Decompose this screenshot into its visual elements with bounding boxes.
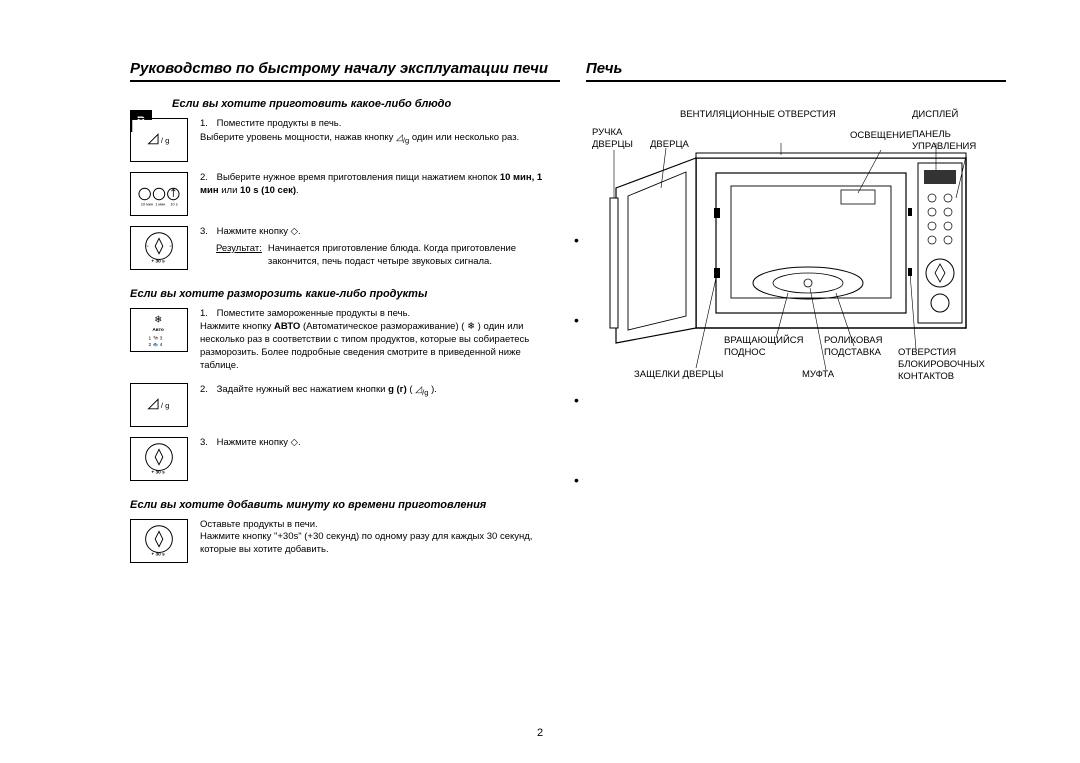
step-bold: АВТО <box>274 321 300 332</box>
power-icon: ◿/g <box>415 384 428 394</box>
step-number: 2. <box>200 172 214 185</box>
step-text: ( <box>407 384 415 395</box>
sec1-step3: + 30 s 3. Нажмите кнопку ◇. Результат: Н… <box>130 226 560 270</box>
label-latches: ЗАЩЕЛКИ ДВЕРЦЫ <box>634 370 723 381</box>
power-icon: ◿/g <box>396 132 409 142</box>
step-text: ). <box>428 384 436 395</box>
sec2-heading: Если вы хотите разморозить какие-либо пр… <box>130 288 560 300</box>
step-text: или <box>219 185 240 196</box>
step-text: один или несколько раз. <box>409 132 519 143</box>
page-number: 2 <box>0 727 1080 739</box>
sec1-heading: Если вы хотите приготовить какое-либо бл… <box>172 98 560 110</box>
sec3-step: + 30 s Оставьте продукты в печи. Нажмите… <box>130 519 560 563</box>
step-text: Нажмите кнопку "+30s" (+30 секунд) по од… <box>200 531 532 555</box>
defrost-icon: ❄ <box>467 321 475 332</box>
sec2-step3: + 30 s 3. Нажмите кнопку ◇. <box>130 437 560 481</box>
label-vent: ВЕНТИЛЯЦИОННЫЕ ОТВЕРСТИЯ <box>680 110 836 121</box>
start-icon: ◇ <box>291 437 298 448</box>
svg-text:+ 30 s: + 30 s <box>151 469 165 475</box>
svg-text:/ g: / g <box>161 400 169 409</box>
step-text: Поместите продукты в печь. <box>217 118 342 129</box>
result-text: Начинается приготовление блюда. Когда пр… <box>268 243 558 269</box>
label-roller2: ПОДСТАВКА <box>824 348 881 359</box>
step-number: 3. <box>200 437 214 450</box>
step-number: 1. <box>200 308 214 321</box>
label-door: ДВЕРЦА <box>650 140 689 151</box>
label-coupler: МУФТА <box>802 370 834 381</box>
sec1-step2: 10 мин 1 мин 10 s 2. Выберите нужное вре… <box>130 172 560 216</box>
left-title: Руководство по быстрому началу эксплуата… <box>130 60 560 82</box>
label-holes3: КОНТАКТОВ <box>898 372 954 383</box>
sec3-heading: Если вы хотите добавить минуту ко времен… <box>130 499 560 511</box>
step-text: . <box>298 226 301 237</box>
svg-text:10 s: 10 s <box>170 202 177 206</box>
right-column: Печь <box>586 60 1006 573</box>
step-number: 1. <box>200 118 214 131</box>
step-text: Задайте нужный вес нажатием кнопки <box>217 384 388 395</box>
svg-text:+ 30 s: + 30 s <box>151 258 165 264</box>
step-text: (Автоматическое размораживание) ( <box>300 321 467 332</box>
label-handle2: ДВЕРЦЫ <box>592 140 633 151</box>
step-bold: 10 s (10 сек) <box>240 185 296 196</box>
svg-text:10 мин: 10 мин <box>141 202 153 206</box>
label-turntable2: ПОДНОС <box>724 348 766 359</box>
label-handle1: РУЧКА <box>592 128 622 139</box>
step-text: Нажмите кнопку <box>217 226 291 237</box>
svg-text:Авто: Авто <box>152 327 164 333</box>
column-separator-dots: •••• <box>574 200 579 520</box>
thumb-start-icon: + 30 s <box>130 437 188 481</box>
sec1-step1: / g 1. Поместите продукты в печь. Выбери… <box>130 118 560 162</box>
label-panel1: ПАНЕЛЬ <box>912 130 951 141</box>
thumb-start-icon: + 30 s <box>130 226 188 270</box>
label-light: ОСВЕЩЕНИЕ <box>850 131 912 142</box>
step-text: . <box>298 437 301 448</box>
step-text: Поместите замороженные продукты в печь. <box>217 308 411 319</box>
label-panel2: УПРАВЛЕНИЯ <box>912 142 976 153</box>
sec2-step1: ❄ Авто 1 🐄 3 2 🐟 4 1. Поместите замороже… <box>130 308 560 372</box>
step-number: 3. <box>200 226 214 239</box>
label-turntable1: ВРАЩАЮЩИЙСЯ <box>724 336 804 347</box>
label-holes2: БЛОКИРОВОЧНЫХ <box>898 360 985 371</box>
label-holes1: ОТВЕРСТИЯ <box>898 348 956 359</box>
result-label: Результат: <box>216 243 262 254</box>
thumb-time-icon: 10 мин 1 мин 10 s <box>130 172 188 216</box>
label-roller1: РОЛИКОВАЯ <box>824 336 883 347</box>
thumb-plus30-icon: + 30 s <box>130 519 188 563</box>
sec2-step2: / g 2. Задайте нужный вес нажатием кнопк… <box>130 383 560 427</box>
step-text: Выберите уровень мощности, нажав кнопку <box>200 132 396 143</box>
svg-text:1 мин: 1 мин <box>155 202 165 206</box>
svg-text:2 🐟 4: 2 🐟 4 <box>149 343 163 349</box>
step-bold: g (г) <box>388 384 407 395</box>
start-icon: ◇ <box>291 226 298 237</box>
oven-diagram: ВЕНТИЛЯЦИОННЫЕ ОТВЕРСТИЯ ДИСПЛЕЙ ОСВЕЩЕН… <box>586 98 996 418</box>
thumb-power-icon: / g <box>130 118 188 162</box>
right-title: Печь <box>586 60 1006 82</box>
thumb-weight-icon: / g <box>130 383 188 427</box>
step-text: Нажмите кнопку <box>200 321 274 332</box>
label-display: ДИСПЛЕЙ <box>912 110 958 121</box>
svg-text:/ g: / g <box>161 136 169 145</box>
svg-text:1 🐄 3: 1 🐄 3 <box>149 336 163 342</box>
step-text: Выберите нужное время приготовления пищи… <box>217 172 500 183</box>
svg-text:❄: ❄ <box>154 315 162 326</box>
step-number: 2. <box>200 384 214 397</box>
svg-text:+ 30 s: + 30 s <box>151 551 165 557</box>
left-column: Руководство по быстрому началу эксплуата… <box>130 60 560 573</box>
step-text: . <box>296 185 299 196</box>
thumb-defrost-icon: ❄ Авто 1 🐄 3 2 🐟 4 <box>130 308 188 352</box>
step-text: Нажмите кнопку <box>217 437 291 448</box>
step-text: Оставьте продукты в печи. <box>200 519 318 530</box>
